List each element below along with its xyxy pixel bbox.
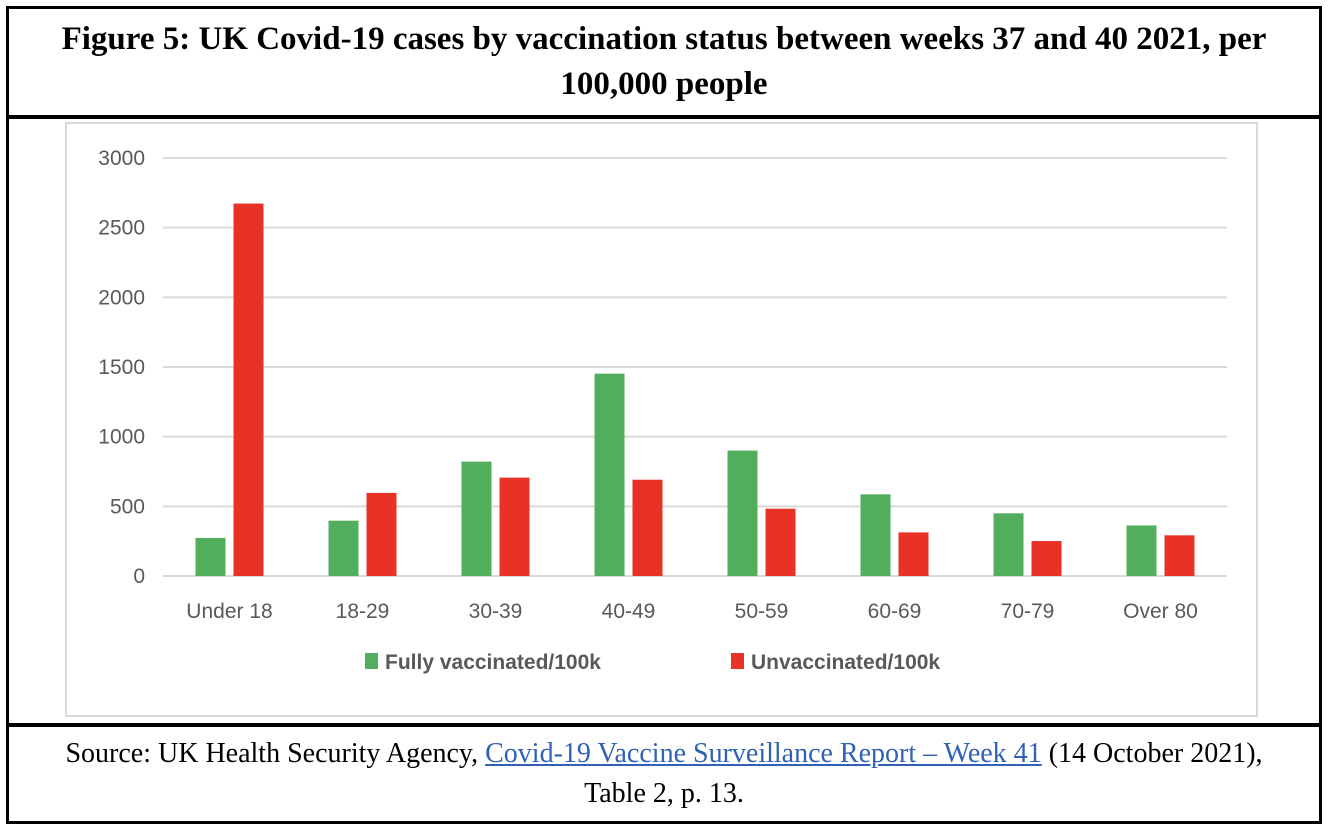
bar-fully-vaccinated <box>727 450 758 576</box>
bar-unvaccinated <box>233 203 264 576</box>
bar-unvaccinated <box>1164 535 1195 576</box>
bar-fully-vaccinated <box>195 537 226 576</box>
legend-swatch-fully-vaccinated <box>365 653 378 669</box>
figure-title: Figure 5: UK Covid-19 cases by vaccinati… <box>61 21 1267 102</box>
y-tick-label: 500 <box>110 495 145 518</box>
chart-area: 0 500 1000 1500 2000 2500 3000 Under 18 18-29 30-… <box>9 119 1319 727</box>
title-box: Figure 5: UK Covid-19 cases by vaccinati… <box>9 9 1319 119</box>
y-tick-label: 1500 <box>98 356 145 379</box>
bar-unvaccinated <box>1031 541 1062 576</box>
source-suffix: (14 October 2021), Table 2, p. 13. <box>584 738 1263 809</box>
x-tick-label: 40-49 <box>602 600 656 623</box>
source-report-link[interactable]: Covid-19 Vaccine Surveillance Report – W… <box>485 738 1042 769</box>
bar-fully-vaccinated <box>860 494 891 576</box>
bar-unvaccinated <box>499 477 530 576</box>
bar-fully-vaccinated <box>594 373 625 576</box>
y-tick-label: 1000 <box>98 426 145 449</box>
chart-box: 0 500 1000 1500 2000 2500 3000 Under 18 18-29 30-… <box>65 122 1258 717</box>
x-tick-label: Under 18 <box>186 600 272 623</box>
bar-fully-vaccinated <box>1126 525 1157 576</box>
bar-unvaccinated <box>765 508 796 576</box>
x-tick-label: 18-29 <box>336 600 390 623</box>
source-box: Source: UK Health Security Agency, Covid… <box>9 727 1319 821</box>
source-prefix: Source: UK Health Security Agency, <box>65 738 486 769</box>
y-tick-label: 0 <box>133 565 145 588</box>
x-tick-label: 70-79 <box>1001 600 1055 623</box>
y-tick-label: 2500 <box>98 217 145 240</box>
y-tick-label: 2000 <box>98 286 145 309</box>
bar-unvaccinated <box>632 479 663 576</box>
bar-chart: 0 500 1000 1500 2000 2500 3000 Under 18 18-29 30-… <box>98 147 1227 674</box>
y-tick-label: 3000 <box>98 147 145 170</box>
bar-fully-vaccinated <box>993 513 1024 576</box>
figure-frame: Figure 5: UK Covid-19 cases by vaccinati… <box>6 6 1322 824</box>
source-citation: Source: UK Health Security Agency, Covid… <box>9 734 1319 814</box>
x-tick-label: 30-39 <box>469 600 523 623</box>
legend-label: Fully vaccinated/100k <box>385 651 601 674</box>
bar-fully-vaccinated <box>328 520 359 576</box>
bar-unvaccinated <box>366 492 397 576</box>
legend-swatch-unvaccinated <box>731 653 744 669</box>
bar-unvaccinated <box>898 532 929 576</box>
x-tick-label: 60-69 <box>868 600 922 623</box>
x-tick-label: Over 80 <box>1123 600 1198 623</box>
legend-label: Unvaccinated/100k <box>751 651 940 674</box>
bar-fully-vaccinated <box>461 461 492 576</box>
x-tick-label: 50-59 <box>735 600 789 623</box>
